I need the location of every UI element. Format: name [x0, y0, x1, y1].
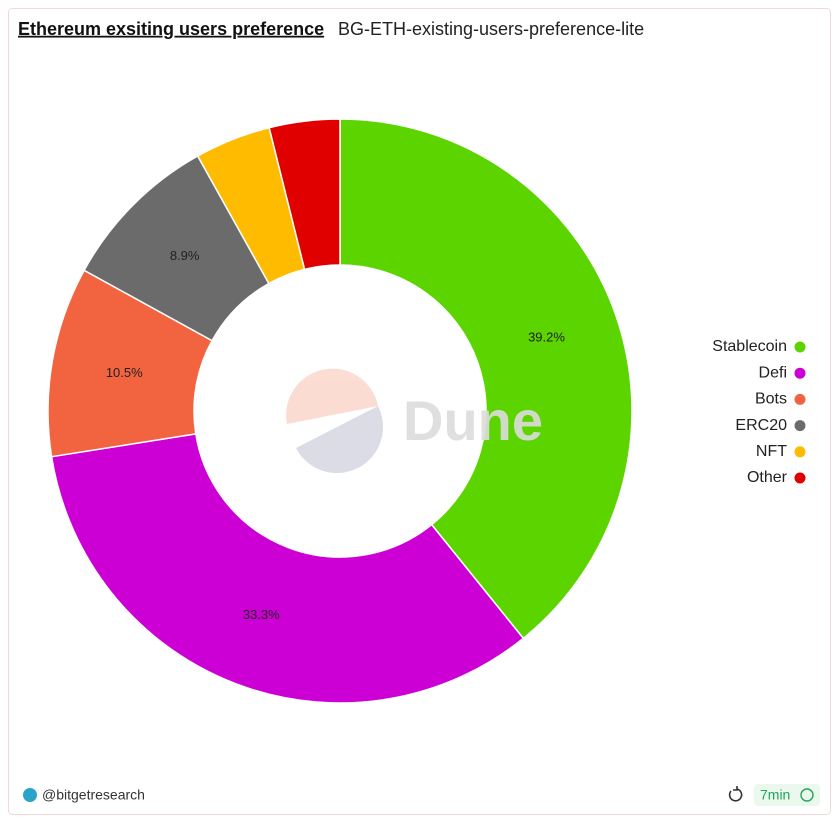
- legend-swatch: [794, 393, 806, 405]
- watermark: Dune: [286, 368, 543, 474]
- slice: [50, 432, 525, 704]
- author-avatar: [23, 788, 37, 802]
- legend-swatch: [794, 472, 806, 484]
- author[interactable]: @bitgetresearch: [42, 787, 145, 803]
- legend-label: Stablecoin: [712, 338, 787, 355]
- status-icon: [800, 788, 814, 802]
- value-label: 10.5%: [106, 365, 143, 380]
- query-name[interactable]: BG-ETH-existing-users-preference-lite: [338, 19, 644, 39]
- legend-label: Other: [747, 469, 788, 486]
- slice: [339, 118, 633, 640]
- value-label: 8.9%: [170, 248, 200, 263]
- legend-swatch: [794, 446, 806, 458]
- legend: Stablecoin Defi Bots ERC20 NFT Other: [712, 338, 806, 486]
- legend-swatch: [794, 420, 806, 432]
- legend-swatch: [794, 367, 806, 379]
- value-label: 39.2%: [528, 330, 565, 345]
- legend-swatch: [794, 341, 806, 353]
- legend-label: Defi: [759, 364, 787, 381]
- watermark-text: Dune: [403, 389, 543, 452]
- title[interactable]: Ethereum exsiting users preference: [18, 19, 324, 39]
- slice: [268, 118, 341, 271]
- legend-label: NFT: [756, 443, 787, 460]
- watermark-logo-top: [286, 368, 378, 424]
- watermark-logo-bottom: [296, 406, 384, 474]
- value-label: 33.3%: [243, 607, 280, 622]
- refresh-time: 7min: [760, 787, 790, 803]
- refresh-icon[interactable]: [728, 786, 743, 802]
- legend-label: Bots: [755, 391, 787, 408]
- legend-label: ERC20: [735, 417, 787, 434]
- donut-chart: 39.2% 33.3% 10.5% 8.9%: [47, 118, 633, 704]
